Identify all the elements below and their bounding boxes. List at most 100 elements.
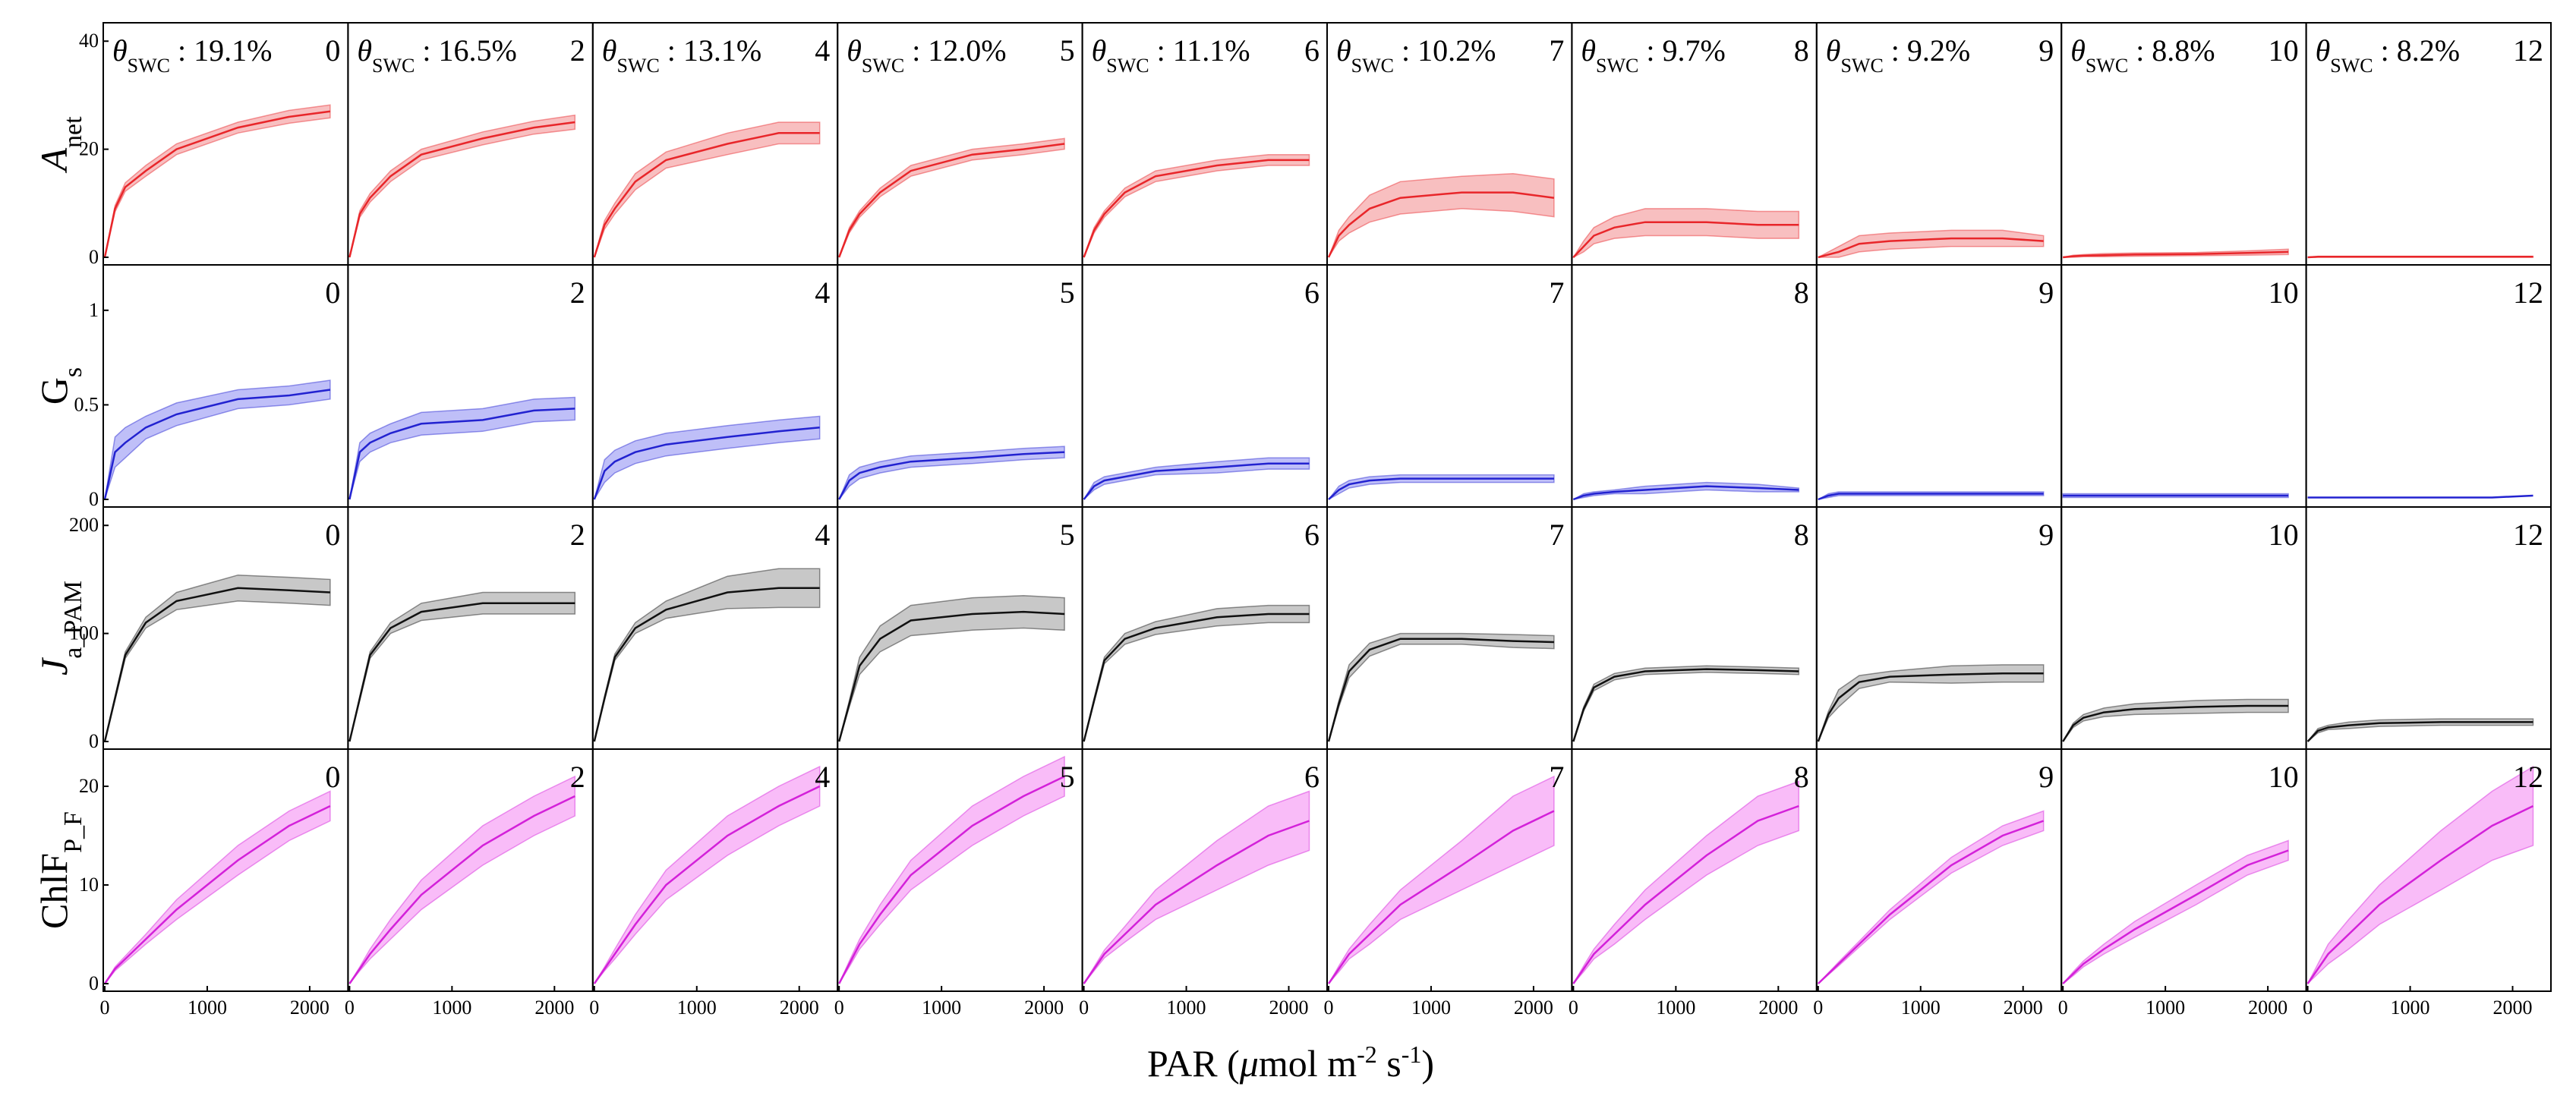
mean-line [1572,668,1799,742]
day-label: 10 [2269,760,2299,794]
day-label: 6 [1304,518,1320,552]
spread-band [348,775,576,984]
spread-band [838,137,1065,258]
spread-band [1818,810,2045,984]
panel-ja-day-2: 2 [347,506,594,750]
mean-line [1083,462,1310,500]
spread-band [104,790,331,984]
day-label: 5 [1060,518,1075,552]
day-label: 7 [1549,518,1564,552]
day-label: 6 [1304,760,1320,794]
panel-gs-day-6: 6 [1081,264,1328,508]
spread-band [348,396,576,500]
x-tick-label: 1000 [2146,997,2185,1019]
y-tick-label: 0 [89,246,99,268]
mean-line [1327,191,1555,258]
day-label: 5 [1060,760,1075,794]
day-label: 0 [325,518,340,552]
y-tick-label: 0.5 [74,393,99,415]
y-tick-label: 200 [69,514,99,536]
y-tick-label: 40 [79,30,99,52]
day-label: 2 [570,276,585,310]
mean-line [103,587,330,742]
day-label: 12 [2513,518,2543,552]
row-label-anet: Anet [33,116,87,174]
day-label: 7 [1549,276,1564,310]
x-tick-label: 2000 [780,997,819,1019]
spread-band [838,595,1065,742]
day-label: 5 [1060,33,1075,68]
day-label: 12 [2513,33,2543,68]
mean-line [593,785,821,984]
mean-line [1083,820,1310,984]
x-tick-label: 1000 [1656,997,1695,1019]
panel-chlf-day-9: 0 1000 2000 9 [1813,748,2063,1019]
x-tick-label: 0 [1079,997,1089,1019]
mean-line [103,389,331,500]
panel-gs-day-8: 8 [1571,264,1818,508]
x-tick-label: 1000 [1411,997,1451,1019]
day-label: 2 [570,760,585,794]
panel-chlf-day-7: 0 1000 2000 7 [1324,748,1573,1019]
mean-line [2306,805,2534,984]
y-tick-label: 10 [79,874,99,896]
day-label: 2 [570,33,585,68]
panel-chlf-day-0: 0 10 20 0 1000 2000 0 [79,748,349,1019]
panel-gs-day-4: 4 [591,264,839,508]
x-tick-label: 2000 [534,997,574,1019]
day-label: 0 [325,760,340,794]
day-label: 6 [1304,33,1320,68]
panel-anet-day-10: 10 θSWC : 8.8% [2060,22,2307,266]
x-tick-label: 2000 [1269,997,1309,1019]
panel-ja-day-8: 8 [1571,506,1818,750]
spread-band [1572,208,1800,259]
row-labels: Anet Gs Ja_PAM ChlFP_F [33,116,87,929]
panel-chlf-day-10: 0 1000 2000 10 [2058,748,2307,1019]
panel-chlf-day-4: 0 1000 2000 4 [589,748,839,1019]
mean-line [1328,477,1554,500]
mean-line [2307,494,2533,499]
y-tick-label: 0 [89,488,99,510]
x-tick-label: 1000 [2391,997,2430,1019]
swc-label: θSWC : 13.1% [602,33,761,77]
mean-line [2062,849,2289,984]
panel-frame [591,506,839,750]
day-label: 6 [1304,276,1320,310]
x-tick-label: 0 [2058,997,2068,1019]
panel-frame [1815,264,2063,508]
panel-frame [591,264,839,508]
panel-frame [1571,264,1818,508]
x-tick-label: 0 [589,997,599,1019]
day-label: 12 [2513,276,2543,310]
mean-line [838,451,1065,500]
day-label: 10 [2269,33,2299,68]
mean-line [1083,612,1310,742]
panel-anet-day-8: 8 θSWC : 9.7% [1571,22,1818,266]
swc-label: θSWC : 9.7% [1581,33,1725,77]
day-label: 8 [1794,33,1809,68]
spread-band [1572,780,1800,984]
panel-chlf-day-5: 0 1000 2000 5 [834,748,1083,1019]
panel-gs-day-7: 7 [1326,264,1573,508]
panel-gs-day-9: 9 [1815,264,2063,508]
panel-anet-day-7: 7 θSWC : 10.2% [1326,22,1573,266]
x-tick-label: 0 [834,997,844,1019]
mean-line [348,408,575,500]
panel-chlf-day-12: 0 1000 2000 12 [2303,748,2552,1019]
x-tick-label: 1000 [677,997,717,1019]
mean-line [593,587,820,742]
mean-line [1817,672,2044,742]
x-tick-label: 0 [1324,997,1334,1019]
spread-band [1083,790,1310,984]
day-label: 8 [1794,518,1809,552]
panel-ja-day-9: 9 [1815,506,2063,750]
spread-band [838,755,1065,984]
mean-line [838,143,1065,258]
spread-band [348,591,576,742]
panel-anet-day-6: 6 θSWC : 11.1% [1081,22,1328,266]
mean-line [593,427,820,500]
x-tick-label: 1000 [188,997,227,1019]
swc-label: θSWC : 8.2% [2316,33,2460,77]
mean-line [1572,805,1799,984]
